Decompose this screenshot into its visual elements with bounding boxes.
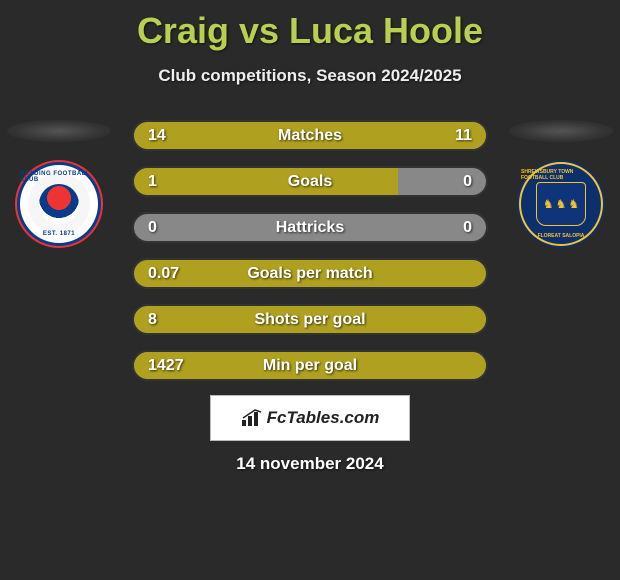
lion-icon: ♞ (556, 197, 567, 211)
lion-icon: ♞ (543, 197, 554, 211)
crest-text: SHREWSBURY TOWN FOOTBALL CLUB (521, 169, 601, 181)
stat-bar: 1411Matches (132, 120, 488, 151)
avatar-shadow-left (7, 120, 111, 142)
bar-label: Goals per match (134, 265, 486, 283)
club-crest-shrewsbury: SHREWSBURY TOWN FOOTBALL CLUB ♞ ♞ ♞ FLOR… (519, 162, 603, 246)
club-crest-reading: READING FOOTBALL CLUB EST. 1871 (17, 162, 101, 246)
bar-label: Goals (134, 173, 486, 191)
logo-text: FcTables.com (267, 408, 380, 428)
stat-bar: 10Goals (132, 166, 488, 197)
bar-label: Matches (134, 127, 486, 145)
bar-label: Shots per goal (134, 311, 486, 329)
date-label: 14 november 2024 (0, 454, 620, 474)
right-player-column: SHREWSBURY TOWN FOOTBALL CLUB ♞ ♞ ♞ FLOR… (506, 120, 616, 246)
crest-text: FLOREAT SALOPIA (538, 233, 585, 239)
crest-shield: ♞ ♞ ♞ (536, 182, 586, 226)
page-subtitle: Club competitions, Season 2024/2025 (0, 66, 620, 86)
stat-bar: 00Hattricks (132, 212, 488, 243)
page-title: Craig vs Luca Hoole (0, 0, 620, 52)
comparison-bars: 1411Matches 10Goals 00Hattricks 0.07Goals p… (132, 120, 488, 381)
chart-icon (241, 409, 263, 427)
stat-bar: 0.07Goals per match (132, 258, 488, 289)
bar-label: Hattricks (134, 219, 486, 237)
crest-text: READING FOOTBALL CLUB (20, 171, 98, 183)
crest-text: EST. 1871 (43, 231, 75, 237)
left-player-column: READING FOOTBALL CLUB EST. 1871 (4, 120, 114, 246)
fctables-logo[interactable]: FcTables.com (210, 395, 410, 441)
stat-bar: 1427Min per goal (132, 350, 488, 381)
stat-bar: 8Shots per goal (132, 304, 488, 335)
bar-label: Min per goal (134, 357, 486, 375)
avatar-shadow-right (509, 120, 613, 142)
lion-icon: ♞ (568, 197, 579, 211)
